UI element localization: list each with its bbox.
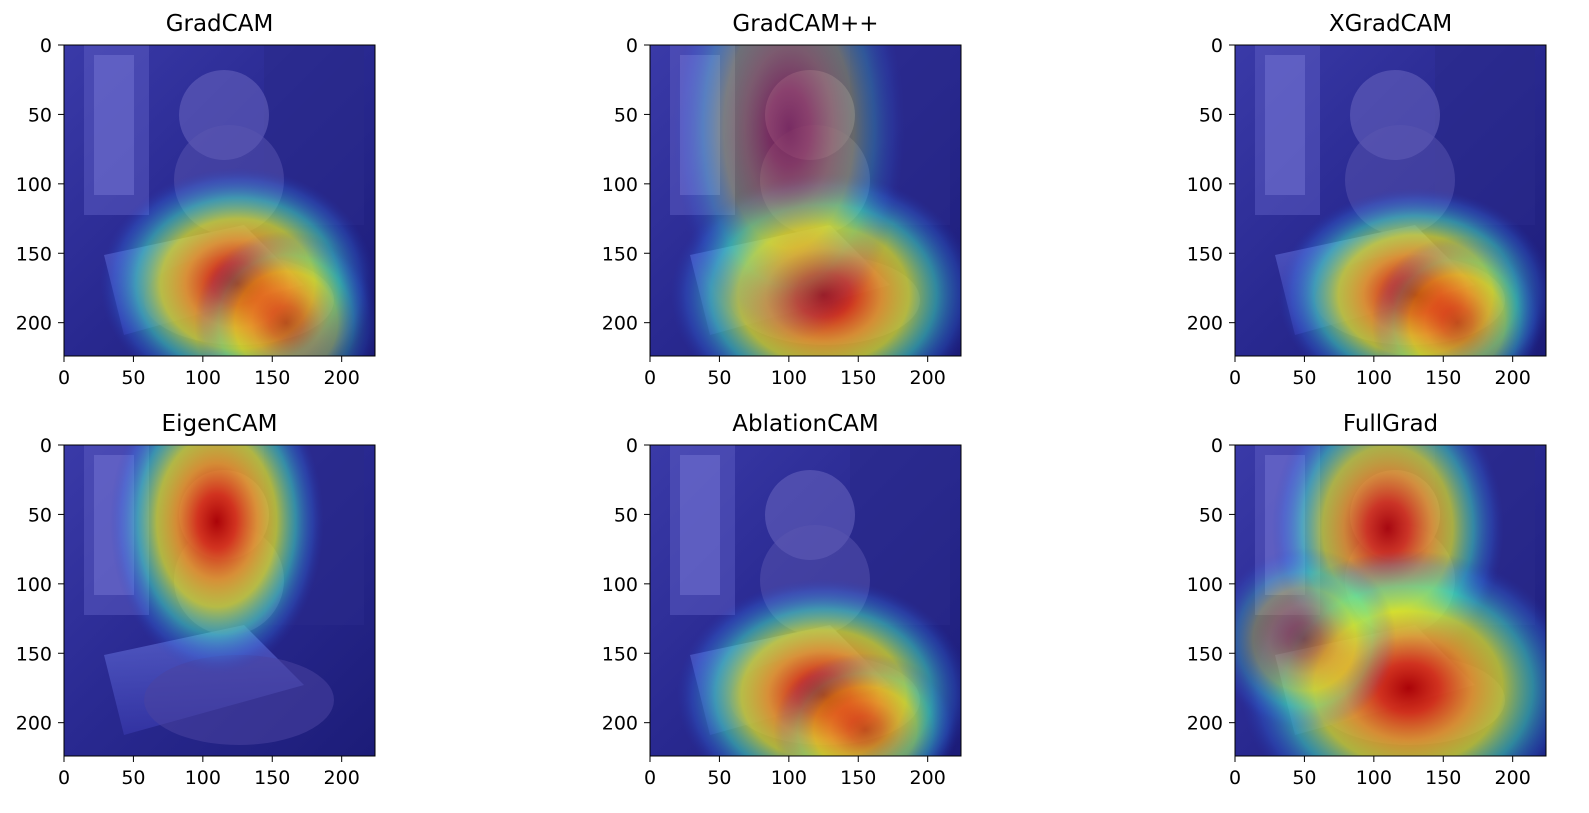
axes-frame [63,44,376,357]
panel-title: GradCAM++ [732,11,878,37]
y-tick-label: 200 [16,313,52,335]
y-tick-label: 200 [602,713,638,735]
y-tick-label: 50 [1199,504,1223,526]
y-tick-label: 50 [614,104,638,126]
x-tick-label: 100 [185,367,221,389]
x-tick-label: 0 [1229,367,1241,389]
x-tick-label: 200 [324,367,360,389]
x-tick-label: 50 [707,767,731,789]
panel-gradcam: GradCAM 0 50 100 150 200 0 50 100 150 200 [16,11,376,389]
y-tick-label: 150 [16,243,52,265]
x-tick-label: 150 [1425,767,1461,789]
x-tick-label: 100 [771,367,807,389]
y-tick-label: 100 [602,574,638,596]
y-tick-label: 150 [602,243,638,265]
x-tick-label: 0 [644,767,656,789]
x-tick-label: 0 [1229,767,1241,789]
x-tick-label: 50 [707,367,731,389]
heat-hotspot [1371,237,1543,356]
heatmap-image [64,45,375,356]
panel-xgradcam: XGradCAM 0 50 100 150 200 0 50 100 150 200 [1187,11,1547,389]
y-tick-label: 50 [1199,104,1223,126]
y-tick-label: 0 [1211,35,1223,57]
x-tick-label: 0 [58,767,70,789]
panel-title: EigenCAM [162,411,278,437]
x-tick-label: 150 [1425,367,1461,389]
y-tick-label: 0 [626,35,638,57]
x-tick-label: 150 [840,367,876,389]
x-tick-label: 200 [910,367,946,389]
x-tick-label: 50 [121,367,145,389]
x-tick-label: 100 [185,767,221,789]
y-tick-label: 100 [16,174,52,196]
x-tick-label: 50 [1292,367,1316,389]
heat-hotspot [773,653,957,756]
y-tick-label: 50 [28,504,52,526]
x-tick-label: 200 [910,767,946,789]
x-tick-label: 200 [1495,767,1531,789]
y-tick-label: 50 [28,104,52,126]
y-tick-label: 0 [1211,435,1223,457]
heat-hotspot [109,445,324,675]
x-tick-label: 0 [644,367,656,389]
heatmap-image [64,445,375,756]
x-tick-label: 100 [771,767,807,789]
y-tick-label: 50 [614,504,638,526]
panel-title: GradCAM [166,11,274,37]
panel-title: FullGrad [1343,411,1438,437]
x-tick-label: 100 [1356,367,1392,389]
panel-title: XGradCAM [1329,11,1452,37]
y-tick-label: 100 [1187,174,1223,196]
panel-eigencam: EigenCAM 0 50 100 150 200 0 50 100 150 200 [16,411,376,789]
y-tick-label: 0 [626,435,638,457]
y-tick-label: 0 [40,435,52,457]
x-tick-label: 50 [121,767,145,789]
axes-frame [1234,44,1547,357]
y-tick-label: 150 [16,643,52,665]
x-tick-label: 150 [254,767,290,789]
heatmap-image [1235,445,1546,756]
axes-frame [1234,444,1547,757]
x-tick-label: 50 [1292,767,1316,789]
heatmap-image [650,45,961,356]
axes-frame [649,44,962,357]
y-tick-label: 150 [1187,643,1223,665]
panel-title: AblationCAM [732,411,879,437]
y-tick-label: 100 [1187,574,1223,596]
y-tick-label: 100 [602,174,638,196]
y-tick-label: 200 [1187,713,1223,735]
x-tick-label: 150 [254,367,290,389]
heat-hotspot [672,45,905,343]
heat-hotspot [1235,547,1397,731]
axes-frame [649,444,962,757]
y-tick-label: 200 [602,313,638,335]
x-tick-label: 200 [1495,367,1531,389]
x-tick-label: 0 [58,367,70,389]
axes-frame [63,444,376,757]
x-tick-label: 150 [840,767,876,789]
y-tick-label: 100 [16,574,52,596]
heatmap-image [1235,45,1546,356]
heatmap-image [650,445,961,756]
panel-fullgrad: FullGrad 0 50 100 150 200 0 50 100 150 200 [1187,411,1547,789]
y-tick-label: 150 [1187,243,1223,265]
panel-gradcam-: GradCAM++ 0 50 100 150 200 0 50 100 150 200 [602,11,962,389]
y-tick-label: 200 [1187,313,1223,335]
heat-hotspot [194,231,375,356]
y-tick-label: 0 [40,35,52,57]
y-tick-label: 150 [602,643,638,665]
x-tick-label: 100 [1356,767,1392,789]
x-tick-label: 200 [324,767,360,789]
y-tick-label: 200 [16,713,52,735]
panel-ablationcam: AblationCAM 0 50 100 150 200 0 50 100 150 200 [602,411,962,789]
